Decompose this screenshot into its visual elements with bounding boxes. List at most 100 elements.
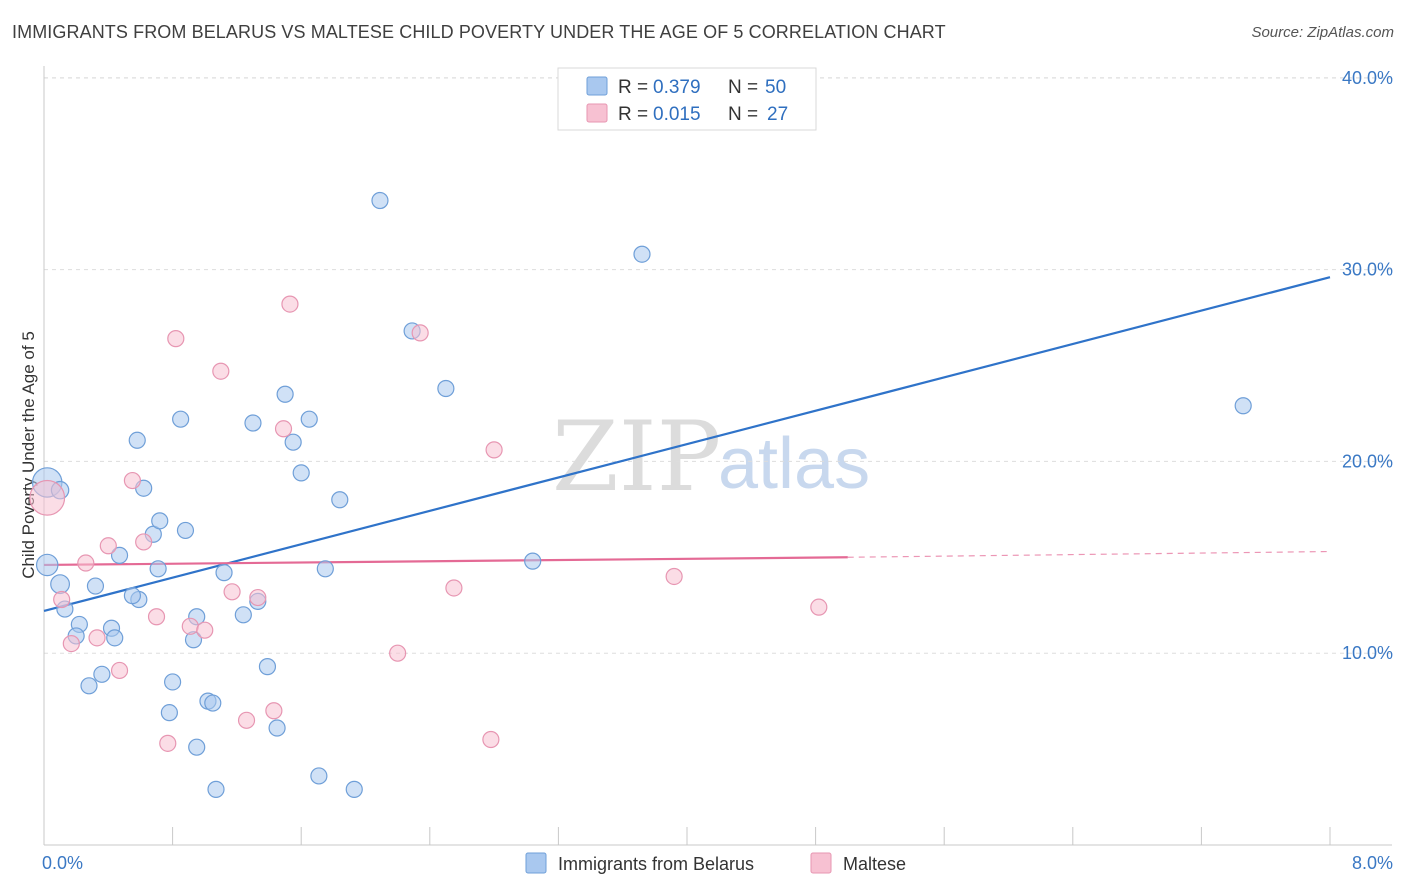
belarus-point bbox=[188, 738, 206, 756]
belarus-point bbox=[164, 673, 182, 691]
x-tick-label: 8.0% bbox=[1352, 853, 1393, 873]
maltese-point bbox=[223, 583, 241, 601]
maltese-point bbox=[123, 471, 142, 490]
belarus-point bbox=[80, 677, 98, 695]
belarus-point bbox=[207, 780, 225, 798]
belarus-point bbox=[149, 560, 167, 578]
maltese-point bbox=[810, 598, 828, 616]
watermark-atlas: atlas bbox=[718, 424, 870, 504]
belarus-point bbox=[316, 560, 334, 578]
belarus-point bbox=[160, 704, 178, 722]
maltese-point bbox=[62, 634, 80, 653]
maltese-point bbox=[110, 661, 129, 680]
maltese-point bbox=[212, 362, 230, 380]
belarus-point bbox=[276, 385, 294, 403]
y-axis-label: Child Poverty Under the Age of 5 bbox=[19, 331, 38, 579]
series-legend: Immigrants from Belarus Maltese bbox=[525, 852, 906, 874]
maltese-point bbox=[237, 711, 256, 729]
belarus-point bbox=[176, 521, 195, 540]
maltese-point bbox=[88, 629, 106, 647]
belarus-point bbox=[204, 694, 222, 712]
legend-r-label-maltese: R = bbox=[618, 104, 648, 125]
axes bbox=[43, 66, 1392, 846]
legend-n-label-maltese: N = bbox=[728, 104, 758, 125]
y-tick-label: 30.0% bbox=[1342, 260, 1393, 280]
legend-r-value-belarus: 0.379 bbox=[653, 77, 701, 98]
maltese-point bbox=[482, 730, 500, 749]
y-tick-label: 20.0% bbox=[1342, 451, 1393, 471]
legend-r-value-maltese: 0.015 bbox=[653, 104, 701, 125]
maltese-point bbox=[159, 734, 177, 752]
belarus-point bbox=[128, 431, 146, 449]
legend-r-label-belarus: R = bbox=[618, 77, 648, 98]
maltese-point bbox=[147, 608, 166, 626]
maltese-point bbox=[99, 537, 117, 555]
maltese-point bbox=[265, 702, 283, 720]
belarus-point bbox=[284, 433, 302, 451]
trend-line-maltese-extension bbox=[847, 550, 1331, 558]
belarus-point bbox=[86, 577, 105, 595]
x-tick-label: 0.0% bbox=[42, 853, 83, 873]
belarus-point bbox=[292, 464, 310, 482]
watermark: ZIP atlas bbox=[552, 401, 870, 513]
legend-n-label-belarus: N = bbox=[728, 77, 758, 98]
belarus-point bbox=[123, 587, 142, 605]
series-legend-swatch-maltese bbox=[810, 852, 832, 874]
belarus-point bbox=[1234, 397, 1252, 415]
belarus-point bbox=[437, 379, 455, 398]
belarus-point bbox=[310, 767, 328, 785]
maltese-point bbox=[485, 441, 503, 459]
maltese-point bbox=[53, 590, 71, 609]
trend-lines bbox=[43, 276, 1331, 613]
legend-n-value-maltese: 27 bbox=[767, 104, 788, 125]
maltese-point bbox=[249, 588, 267, 607]
maltese-point bbox=[196, 621, 214, 639]
trend-line-belarus bbox=[43, 276, 1331, 613]
series-legend-swatch-belarus bbox=[525, 852, 547, 874]
maltese-point bbox=[77, 554, 95, 572]
belarus-point bbox=[268, 719, 286, 737]
scatter-points bbox=[29, 191, 1252, 798]
belarus-point bbox=[345, 780, 363, 798]
belarus-point bbox=[35, 553, 59, 577]
legend-swatch-maltese bbox=[586, 103, 608, 123]
grid-lines bbox=[44, 77, 1392, 654]
legend-n-value-belarus: 50 bbox=[765, 77, 786, 98]
belarus-point bbox=[371, 191, 389, 210]
belarus-point bbox=[93, 665, 111, 683]
belarus-point bbox=[151, 512, 169, 530]
belarus-point bbox=[258, 658, 277, 676]
series-legend-label-belarus: Immigrants from Belarus bbox=[558, 854, 754, 874]
belarus-point bbox=[300, 410, 318, 428]
belarus-point bbox=[524, 552, 542, 570]
belarus-point bbox=[172, 410, 190, 428]
y-tick-label: 10.0% bbox=[1342, 643, 1393, 663]
belarus-point bbox=[331, 491, 349, 509]
maltese-point bbox=[281, 295, 299, 313]
maltese-point bbox=[274, 420, 293, 438]
maltese-point bbox=[445, 579, 463, 597]
maltese-point bbox=[389, 644, 407, 662]
belarus-point bbox=[215, 564, 233, 582]
legend-swatch-belarus bbox=[586, 76, 608, 96]
belarus-point bbox=[244, 414, 262, 432]
maltese-point bbox=[665, 567, 683, 586]
chart-title: IMMIGRANTS FROM BELARUS VS MALTESE CHILD… bbox=[12, 22, 946, 42]
series-legend-label-maltese: Maltese bbox=[843, 854, 906, 874]
trend-line-maltese bbox=[43, 556, 848, 567]
maltese-point bbox=[29, 479, 66, 516]
maltese-point bbox=[167, 330, 185, 348]
belarus-point bbox=[106, 629, 124, 647]
source-attribution: Source: ZipAtlas.com bbox=[1251, 24, 1394, 41]
maltese-point bbox=[135, 533, 153, 551]
maltese-point bbox=[411, 324, 429, 342]
belarus-point bbox=[50, 574, 71, 595]
belarus-point bbox=[110, 546, 129, 564]
y-tick-label: 40.0% bbox=[1342, 68, 1393, 88]
stats-legend: R = 0.379 N = 50 R = 0.015 N = 27 bbox=[557, 67, 817, 131]
belarus-point bbox=[234, 606, 252, 624]
belarus-point bbox=[633, 245, 651, 263]
maltese-point bbox=[181, 617, 199, 635]
tick-labels: 10.0% 20.0% 30.0% 40.0% 0.0% 8.0% bbox=[42, 68, 1393, 873]
